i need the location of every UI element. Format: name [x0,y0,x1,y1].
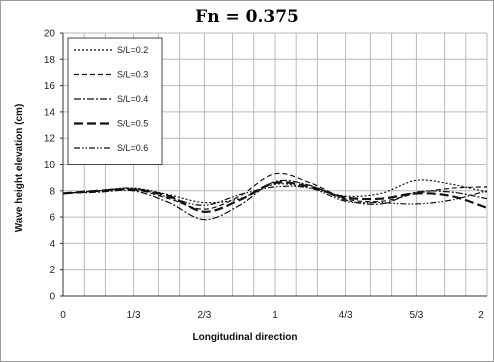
x-axis-label: Longitudinal direction [193,332,298,343]
legend-label: S/L=0.3 [117,70,148,80]
y-tick-label: 12 [44,134,56,145]
series-line-5 [62,185,488,206]
y-tick-label: 18 [44,55,56,66]
legend-label: S/L=0.5 [117,119,148,129]
axes: 0 2 4 6 8 10 12 14 16 18 20 0 1/3 2/3 1 4/3 5/3 2 [44,29,487,321]
series-lines [62,172,488,221]
legend-label: S/L=0.6 [117,143,148,153]
legend-label: S/L=0.2 [117,45,148,55]
legend-box [67,37,163,165]
legend: S/L=0.2 S/L=0.3 S/L=0.4 S/L=0.5 S/L=0.6 [67,37,163,165]
chart-title: Fn = 0.375 [195,7,299,27]
y-tick-label: 10 [44,160,56,171]
series-line-1 [62,179,488,204]
y-tick-label: 2 [49,265,55,276]
y-tick-label: 0 [49,292,55,303]
series-line-3 [62,179,488,221]
series-line-4 [62,181,488,213]
y-tick-label: 20 [44,29,56,40]
x-tick-label: 0 [60,310,66,321]
x-tick-label: 2/3 [197,310,211,321]
x-tick-label: 1/3 [127,310,141,321]
x-tick-label: 2 [478,310,484,321]
x-tick-label: 5/3 [409,310,423,321]
y-tick-label: 4 [49,239,55,250]
legend-label: S/L=0.4 [117,94,148,104]
y-tick-label: 16 [44,81,56,92]
y-tick-label: 8 [49,186,55,197]
y-tick-label: 6 [49,213,55,224]
y-axis-label: Wave height elevation (cm) [14,104,25,233]
x-tick-label: 1 [272,310,278,321]
x-tick-label: 4/3 [339,310,353,321]
y-tick-label: 14 [44,107,56,118]
